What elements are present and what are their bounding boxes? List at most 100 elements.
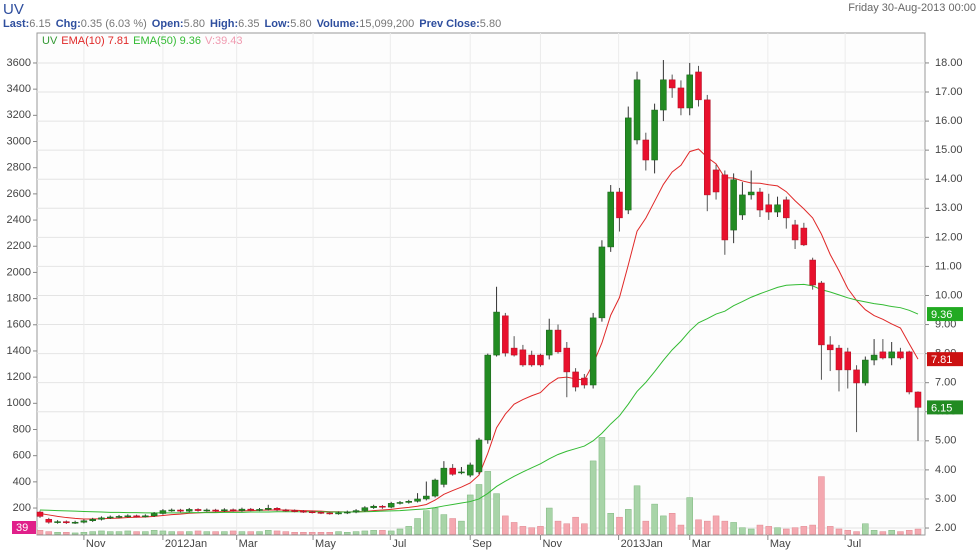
volume-bar (45, 531, 53, 535)
candle-body (739, 194, 746, 216)
volume-bar (150, 530, 158, 535)
candle-body (756, 191, 764, 211)
candle-body (897, 351, 904, 359)
candle-body (484, 354, 492, 441)
y2-tick-label: 3600 (7, 57, 31, 69)
volume-bar (660, 515, 667, 535)
volume-bar (291, 532, 298, 535)
volume-bar (739, 527, 746, 535)
volume-bar (449, 518, 456, 535)
candle-body (221, 509, 228, 511)
volume-bar (458, 520, 465, 535)
y2-tick-label: 3400 (7, 83, 31, 95)
candle-body (414, 498, 421, 502)
stat-value: 5.80 (183, 18, 205, 30)
candle-body (905, 351, 913, 393)
stat-value: 6.15 (29, 18, 51, 30)
candle-body (633, 79, 641, 141)
candle-body (914, 391, 922, 408)
candle-body (80, 520, 88, 523)
volume-bar (247, 531, 254, 535)
volume-bar (379, 530, 386, 535)
volume-bar (177, 531, 184, 535)
volume-tag: 39 (16, 522, 28, 534)
y-tick-label: 4.00 (935, 464, 956, 476)
candle-body (142, 515, 149, 518)
candle-body (747, 191, 755, 196)
volume-bar (396, 528, 404, 535)
volume-bar (818, 476, 825, 535)
ema-line (39, 148, 919, 520)
y2-tick-label: 2200 (7, 240, 31, 252)
line-value-tag-box (927, 307, 963, 322)
stat-label: Volume: (316, 18, 360, 30)
line-value-tag: 7.81 (931, 354, 952, 366)
y-tick-label: 7.00 (935, 377, 956, 389)
volume-bar (71, 532, 79, 535)
volume-bar (308, 532, 316, 535)
volume-bar (502, 515, 509, 535)
candle-body (352, 510, 360, 513)
candle-body (265, 508, 272, 510)
volume-bar (870, 530, 878, 535)
volume-bar (581, 523, 588, 535)
candle-body (545, 329, 553, 356)
volume-bar (862, 523, 869, 535)
volume-bar (466, 494, 474, 535)
y2-tick-label: 400 (13, 476, 31, 488)
candle-body (36, 511, 44, 517)
volume-bar (352, 531, 360, 535)
x-tick-label: May (770, 538, 791, 550)
volume-bar (668, 513, 676, 535)
stat-value: 5.80 (290, 18, 312, 30)
candle-body (519, 349, 527, 366)
close-value-tag-box (927, 400, 963, 415)
volume-bar (537, 526, 544, 535)
candle-body (677, 87, 685, 109)
candle-body (686, 74, 693, 109)
volume-bar (554, 520, 562, 535)
candle-body (405, 501, 413, 503)
candle-body (440, 467, 448, 485)
candle-body (133, 515, 140, 518)
candle-body (238, 508, 246, 511)
volume-bar (756, 524, 764, 535)
y2-tick-label: 3000 (7, 135, 31, 147)
volume-bar (212, 531, 219, 535)
candle-body (247, 508, 254, 511)
header: UV Friday 30-Aug-2013 00:00 (0, 0, 980, 18)
candle-body (563, 347, 571, 373)
candle-body (326, 512, 333, 515)
volume-bar (54, 532, 61, 535)
legend-entry: EMA(50) 9.36 (133, 35, 201, 47)
x-tick-label: Mar (692, 538, 711, 550)
y-tick-label: 11.00 (935, 260, 962, 272)
volume-bar (344, 532, 351, 535)
candle-body (695, 71, 702, 101)
volume-bar (89, 531, 96, 535)
candle-body (466, 464, 474, 476)
stat-label: Chg: (55, 18, 81, 30)
volume-bar (800, 526, 808, 535)
candle-body (835, 347, 843, 371)
date: Friday 30-Aug-2013 00:00 (848, 2, 976, 14)
candle-body (493, 311, 500, 356)
candle-body (203, 509, 211, 512)
candle-body (282, 509, 290, 512)
volume-bar (686, 497, 693, 535)
volume-bar (844, 530, 852, 535)
y-tick-label: 18.00 (935, 57, 963, 69)
volume-bar (493, 493, 500, 535)
volume-bar (326, 532, 333, 535)
volume-bar (791, 527, 799, 535)
candle-body (616, 191, 623, 219)
ema-line (39, 283, 919, 514)
candle-body (291, 510, 298, 512)
y-tick-label: 16.00 (935, 115, 963, 127)
legend-entry: UV (42, 35, 58, 47)
candle-body (387, 503, 395, 508)
candle-body (589, 317, 597, 386)
x-tick-label: Nov (542, 538, 562, 550)
volume-bar (335, 531, 342, 535)
candle-body (458, 471, 465, 474)
